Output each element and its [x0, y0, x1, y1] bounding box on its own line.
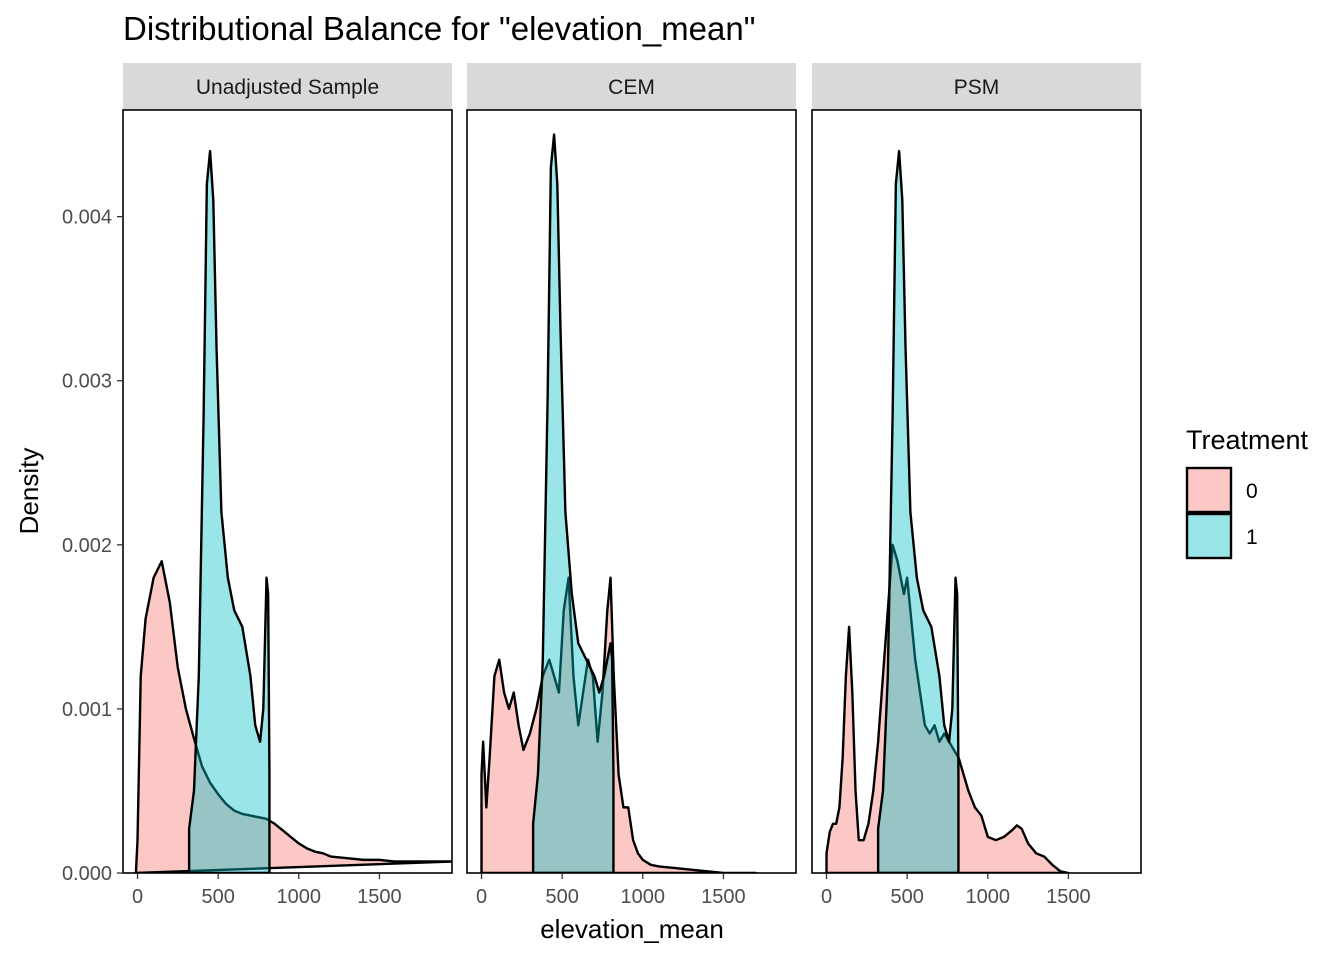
x-tick-label: 0 — [476, 886, 487, 908]
x-axes: 0 500 1000 1500 0 500 1000 1500 0 500 1000 1500 — [132, 873, 1091, 908]
x-tick-label: 0 — [132, 886, 143, 908]
panel-psm: PSM — [811, 63, 1142, 874]
x-tick-label: 0 — [821, 886, 832, 908]
chart-title: Distributional Balance for "elevation_me… — [123, 10, 755, 47]
strip-cem — [467, 63, 796, 110]
x-tick-label: 1000 — [277, 886, 322, 908]
x-tick-label: 1500 — [1046, 886, 1091, 908]
x-tick-label: 500 — [890, 886, 923, 908]
density-areas — [480, 133, 757, 873]
x-tick-label: 500 — [545, 886, 578, 908]
legend-entries: 01 — [1185, 466, 1258, 560]
legend: Treatment 01 — [1185, 425, 1309, 560]
x-tick-label: 1500 — [357, 886, 402, 908]
density-area-treatment-0 — [134, 560, 452, 873]
strip-psm — [812, 63, 1141, 110]
strip-unadjusted-sample — [123, 63, 452, 110]
panel-cem: CEM — [466, 63, 797, 874]
legend-key-0 — [1185, 466, 1233, 514]
panel-border — [466, 109, 797, 874]
y-tick-label: 0.002 — [62, 535, 112, 557]
x-tick-label: 1500 — [701, 886, 746, 908]
y-axis-title: Density — [14, 448, 44, 535]
y-tick-label: 0.001 — [62, 699, 112, 721]
legend-label-1: 1 — [1246, 526, 1258, 549]
strip-label: Unadjusted Sample — [196, 76, 379, 99]
facet-panels: Unadjusted Sample CEM PSM — [122, 63, 1142, 874]
density-area-treatment-1 — [187, 149, 271, 873]
x-tick-label: 1000 — [966, 886, 1011, 908]
panel-border — [811, 109, 1142, 874]
density-areas — [825, 149, 1070, 873]
x-axis-title: elevation_mean — [540, 914, 724, 944]
panel-unadjusted-sample: Unadjusted Sample — [122, 63, 453, 874]
density-area-treatment-0 — [825, 543, 1070, 873]
y-tick-label: 0.000 — [62, 863, 112, 885]
panel-border — [122, 109, 453, 874]
density-area-treatment-1 — [531, 133, 615, 873]
density-area-treatment-1 — [876, 149, 960, 873]
legend-title: Treatment — [1186, 425, 1309, 455]
legend-label-0: 0 — [1246, 480, 1258, 503]
density-areas — [134, 149, 452, 873]
y-tick-label: 0.004 — [62, 207, 112, 229]
strip-label: CEM — [608, 76, 655, 99]
y-tick-label: 0.003 — [62, 371, 112, 393]
density-area-treatment-0 — [480, 576, 757, 873]
strip-label: PSM — [954, 76, 1000, 99]
y-axis: 0.000 0.001 0.002 0.003 0.004 — [62, 207, 123, 885]
legend-key-1 — [1185, 512, 1233, 560]
x-tick-label: 1000 — [621, 886, 666, 908]
x-tick-label: 500 — [201, 886, 234, 908]
